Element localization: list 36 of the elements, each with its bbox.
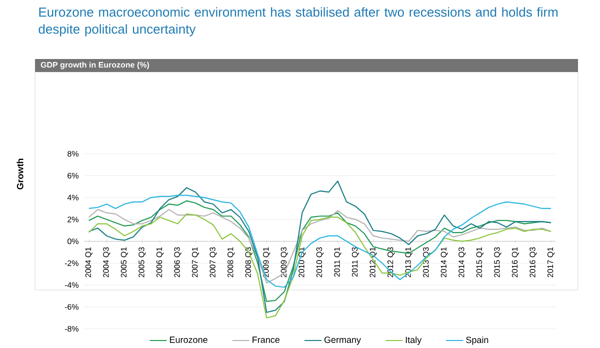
x-tick-label: 2006 Q3 xyxy=(174,247,182,277)
legend-label: Spain xyxy=(466,336,488,345)
y-tick-label: -6% xyxy=(64,304,78,310)
legend-label: Germany xyxy=(324,336,361,345)
x-tick-label: 2007 Q1 xyxy=(192,247,200,277)
x-tick-label: 2016 Q3 xyxy=(530,247,537,277)
y-tick-label: -2% xyxy=(64,260,78,266)
x-tick-label: 2014 Q1 xyxy=(440,247,448,277)
x-tick-label: 2008 Q1 xyxy=(228,247,235,277)
x-tick-label: 2005 Q1 xyxy=(120,247,128,277)
x-tick-label: 2010 Q3 xyxy=(316,247,324,277)
x-tick-label: 2017 Q1 xyxy=(547,247,555,277)
y-axis-title: Growth xyxy=(16,158,24,190)
y-tick-label: -4% xyxy=(64,282,78,288)
x-tick-label: 2011 Q1 xyxy=(334,247,342,276)
x-tick-label: 2015 Q3 xyxy=(494,247,502,277)
legend-label: Italy xyxy=(406,336,422,345)
chart-subtitle: GDP growth in Eurozone (%) xyxy=(40,62,150,70)
y-tick-label: 6% xyxy=(68,172,78,178)
y-tick-label: 4% xyxy=(67,194,78,200)
x-tick-label: 2007 Q3 xyxy=(210,247,217,277)
y-tick-label: -8% xyxy=(64,326,78,332)
x-tick-label: 2015 Q1 xyxy=(476,247,484,277)
y-tick-label: 0% xyxy=(68,238,78,244)
legend-label: France xyxy=(252,336,280,343)
x-tick-label: 2004 Q3 xyxy=(103,247,110,277)
x-tick-label: 2004 Q1 xyxy=(85,247,92,277)
x-tick-label: 2006 Q1 xyxy=(156,247,164,277)
x-tick-label: 2016 Q1 xyxy=(512,247,519,277)
x-tick-label: 2005 Q3 xyxy=(138,247,146,277)
y-tick-label: 8% xyxy=(68,150,78,156)
y-tick-label: 2% xyxy=(68,216,78,222)
x-tick-label: 2011 Q3 xyxy=(352,247,360,276)
legend-label: Eurozone xyxy=(170,336,208,343)
chart-title: Eurozone macroeconomic environment has stabilised after two recessions and holds firm despite political uncertainty xyxy=(38,6,558,36)
x-tick-label: 2014 Q3 xyxy=(458,247,466,277)
